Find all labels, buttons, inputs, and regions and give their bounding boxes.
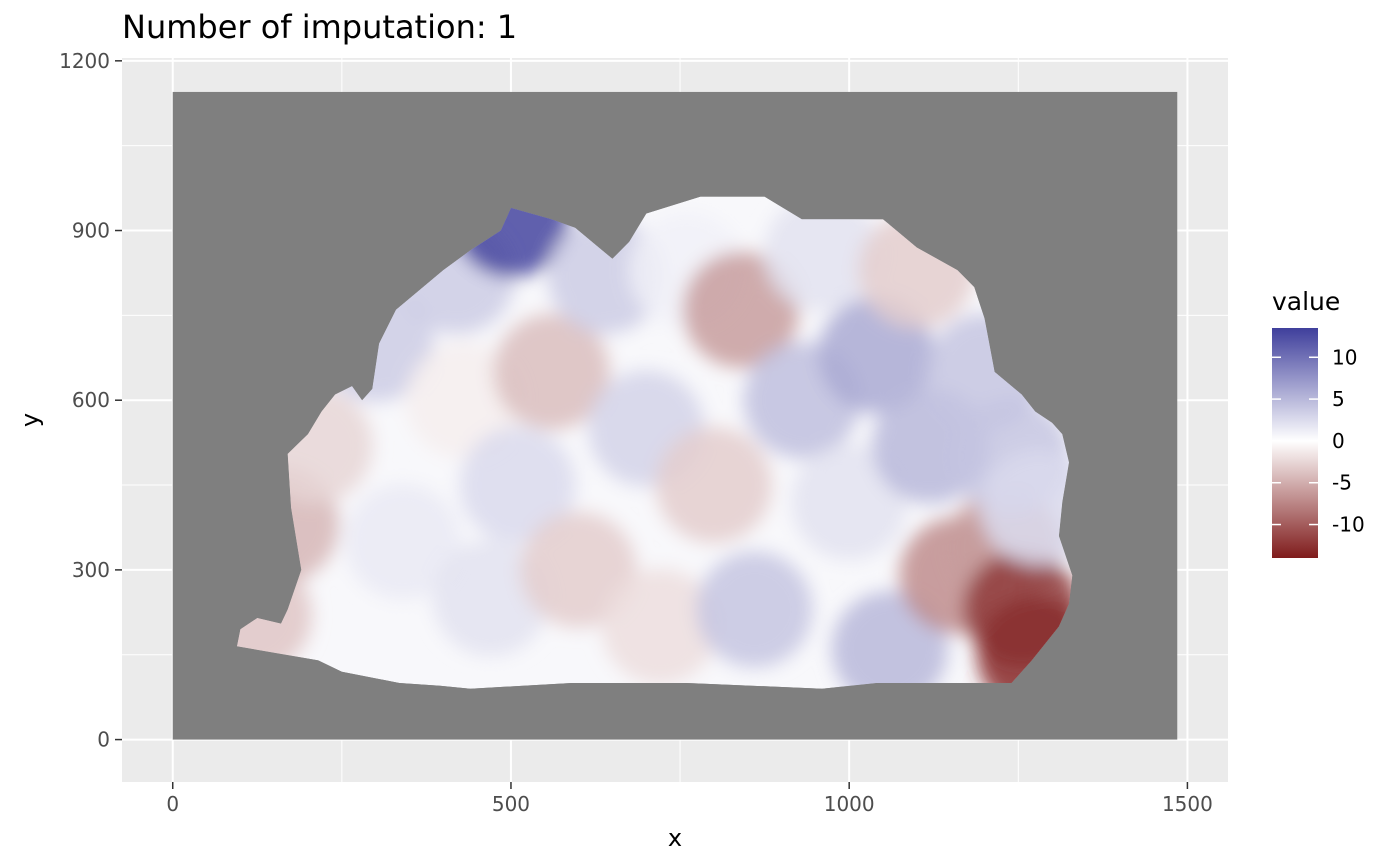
y-tick-label: 1200: [59, 49, 110, 73]
color-legend: value 10 5 0 -5 -10: [1272, 287, 1365, 558]
heatmap-cell: [696, 551, 813, 668]
heatmap-cell: [459, 427, 576, 544]
y-tick-label: 300: [72, 558, 110, 582]
chart-title: Number of imputation: 1: [122, 8, 518, 46]
x-tick-label: 0: [166, 792, 179, 816]
x-axis: 0 500 1000 1500: [166, 782, 1213, 816]
heatmap-cell: [601, 568, 718, 685]
x-tick-label: 1000: [824, 792, 875, 816]
tissue-heatmap: [237, 196, 1073, 689]
y-tick-label: 900: [72, 219, 110, 243]
heatmap-cell: [344, 483, 461, 600]
heatmap-cell: [520, 511, 637, 628]
y-tick-label: 0: [97, 728, 110, 752]
x-tick-label: 1500: [1162, 792, 1213, 816]
heatmap-cell: [655, 427, 772, 544]
y-axis-title: y: [16, 413, 44, 427]
legend-label: 5: [1332, 387, 1345, 411]
legend-label: -5: [1332, 471, 1352, 495]
legend-label: -10: [1332, 513, 1365, 537]
heatmap-cell: [493, 313, 610, 430]
legend-ticks: 10 5 0 -5 -10: [1272, 345, 1365, 537]
heatmap-cell: [682, 251, 799, 368]
legend-title: value: [1272, 287, 1340, 316]
y-axis: 0 300 600 900 1200: [59, 49, 122, 752]
legend-colorbar: [1272, 328, 1318, 558]
x-axis-title: x: [668, 824, 682, 852]
legend-label: 0: [1332, 429, 1345, 453]
y-tick-label: 600: [72, 388, 110, 412]
x-tick-label: 500: [492, 792, 530, 816]
heatmap-cell: [452, 196, 569, 278]
heatmap-cell: [405, 342, 522, 459]
legend-label: 10: [1332, 345, 1357, 369]
heatmap-cell: [764, 196, 881, 312]
heatmap-cell: [791, 444, 908, 561]
heatmap-cell: [432, 540, 549, 657]
heatmap-cell: [831, 591, 948, 689]
